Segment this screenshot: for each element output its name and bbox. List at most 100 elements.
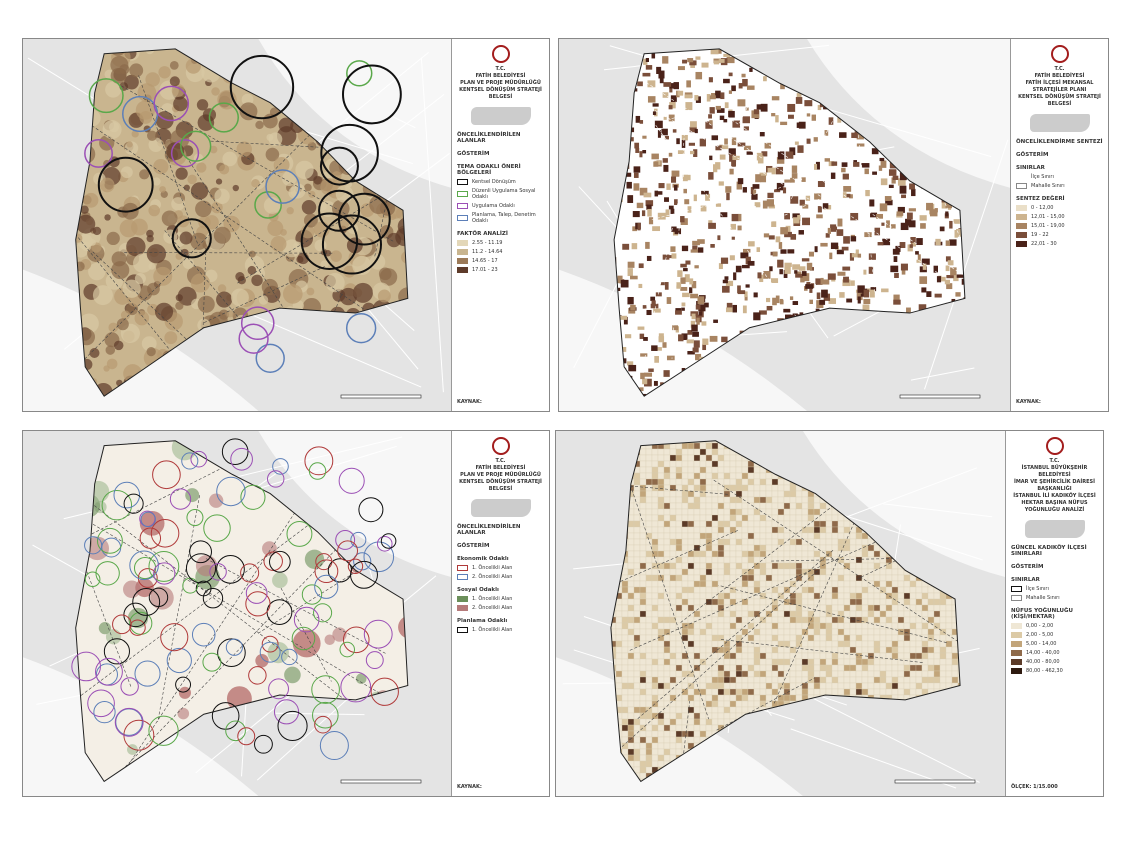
block [695,96,701,103]
cell [663,664,671,672]
cell [783,610,791,618]
cell [693,676,701,684]
cell [669,610,677,618]
cell [699,514,707,522]
cell [621,628,629,636]
cell [675,724,683,732]
block [626,181,632,189]
legend-item: 1. Öncelikli Alan [457,627,544,633]
cell [699,592,707,600]
cell [627,754,635,762]
block [878,165,883,171]
cell [657,586,665,594]
block [819,299,826,305]
cell [633,658,641,666]
legend-panel: T.C. FATİH BELEDİYESİ FATİH İLÇESİ MEKANSA… [1010,39,1108,411]
legend-swatch [457,258,468,264]
cell [735,688,743,696]
cell [705,652,713,660]
cell [753,496,761,504]
block [919,215,927,221]
cell [735,634,743,642]
cell [717,520,725,528]
block [782,187,787,194]
cell [723,592,731,600]
block [680,263,687,268]
cell [621,682,629,690]
priority-ring [112,614,132,635]
cell [651,538,659,546]
priority-ring [335,530,356,550]
cell [675,490,683,498]
cell [657,532,665,540]
block [642,150,647,154]
cell [711,604,719,612]
cell [669,736,677,744]
block [711,135,719,141]
cell [783,556,791,564]
area [267,641,289,664]
cell [693,442,701,450]
blotch [213,226,231,244]
block [956,229,962,237]
theme-ring [97,156,154,213]
cell [645,736,653,744]
cell [723,514,731,522]
cell [735,604,743,612]
block [715,203,722,207]
block [681,245,689,252]
cell [675,730,683,738]
blotch [103,365,110,372]
block [827,227,832,234]
cell [711,550,719,558]
cell [777,574,785,582]
cell [639,676,647,684]
block [648,217,654,225]
priority-ring [216,476,246,507]
cell [657,670,665,678]
cell [675,508,683,516]
blotch [119,64,130,75]
cell [657,676,665,684]
block [846,298,853,303]
cell [759,550,767,558]
cell [753,580,761,588]
cell [777,526,785,534]
cell [675,496,683,504]
block [663,116,667,120]
cell [693,598,701,606]
block [620,279,629,288]
blotch [126,236,146,257]
priority-ring [319,731,349,761]
cell [711,664,719,672]
cell [741,478,749,486]
cell [723,550,731,558]
block [687,351,695,355]
block [697,296,705,305]
priority-ring [217,638,246,667]
blotch [161,210,178,227]
block [708,172,714,180]
cell [777,562,785,570]
cell [771,544,779,552]
block [721,145,729,150]
cell [765,670,773,678]
block [724,102,729,109]
cell [633,490,641,498]
cell [639,694,647,702]
cell [783,682,791,690]
cell [639,580,647,588]
cell [699,640,707,648]
block [634,88,638,92]
cell [639,592,647,600]
cell [723,520,731,528]
cell [717,556,725,564]
cell [705,592,713,600]
block [830,242,839,250]
cell [777,634,785,642]
block [824,158,830,162]
neighbourhood-border [723,113,965,294]
cell [681,442,689,450]
block [890,265,899,273]
cell [777,658,785,666]
